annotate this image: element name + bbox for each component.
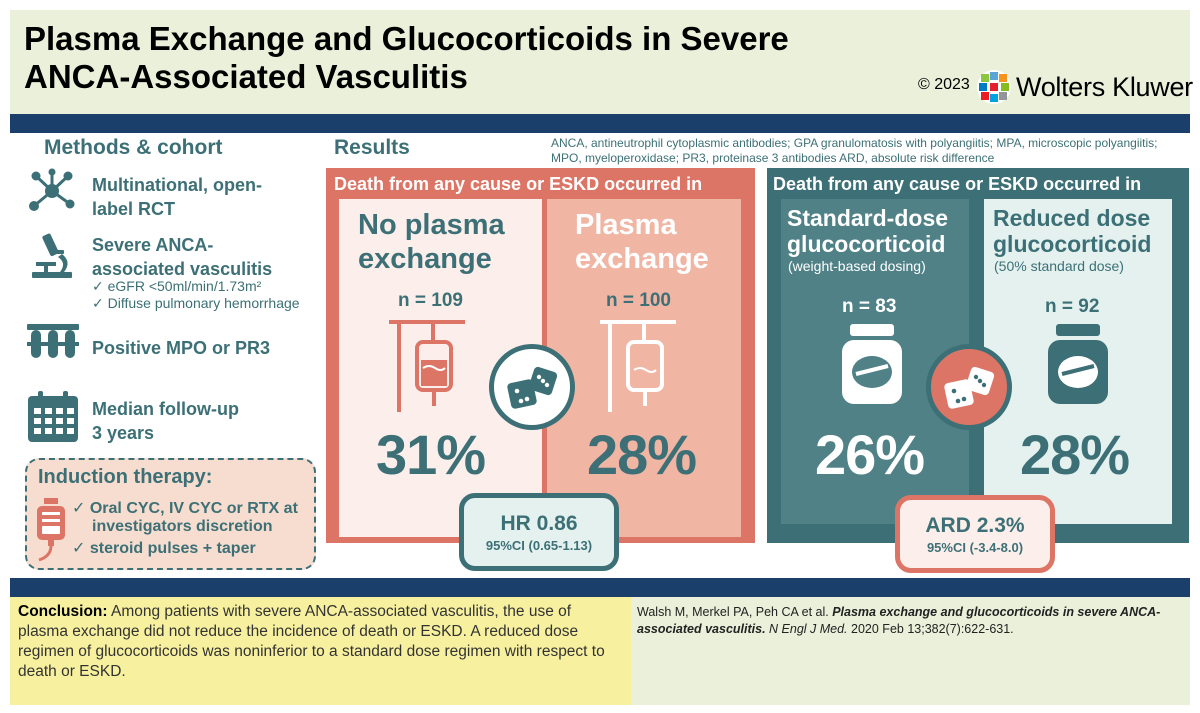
arm-pct-no-plasma: 31% [376,423,486,486]
conclusion-box [10,597,631,705]
ard-ci: 95%CI (-3.4-8.0) [926,540,1024,555]
title-line-2: ANCA-Associated Vasculitis [24,58,468,95]
copyright: © 2023 [918,76,970,93]
induction-therapy-box [25,458,316,570]
hazard-ratio-box: HR 0.86 95%CI (0.65-1.13) [459,493,619,571]
microscope-icon [32,233,72,278]
arm-n-standard: n = 83 [842,296,897,317]
top-divider-bar [10,114,1190,133]
methods-heading: Methods & cohort [44,136,223,159]
iv-drip-icon [389,320,465,412]
induction-line-3: ✓ steroid pulses + taper [72,540,256,557]
calendar-icon [28,391,78,442]
iv-bag-icon [37,498,65,562]
ard-value: ARD 2.3% [925,514,1025,537]
pill-bottle-icon [842,324,902,404]
citation-details: 2020 Feb 13;382(7):622-631. [851,622,1014,636]
hazard-ratio-value: HR 0.86 [500,512,578,535]
arm-label-plasma: Plasma exchange [575,209,709,275]
title-line-1: Plasma Exchange and Glucocorticoids in S… [24,20,789,57]
arm-label-no-plasma: No plasma exchange [358,209,505,275]
criteria-egfr: ✓ eGFR <50ml/min/1.73m² [92,278,262,294]
wolters-kluwer-logo-icon [977,70,1011,104]
pill-bottle-icon [1048,324,1108,404]
conclusion-text: Conclusion: Among patients with severe A… [18,602,624,682]
gluco-panel-header: Death from any cause or ESKD occurred in [773,174,1142,194]
induction-line-1: ✓ Oral CYC, IV CYC or RTX at [72,500,298,517]
bottom-divider-bar [10,578,1190,597]
citation: Walsh M, Merkel PA, Peh CA et al. Plasma… [637,604,1182,638]
method-item-rct: Multinational, open- label RCT [92,175,262,219]
population-criteria: ✓ eGFR <50ml/min/1.73m² ✓ Diffuse pulmon… [92,278,300,312]
arm-sub-reduced: (50% standard dose) [994,258,1124,274]
dice-icon [944,366,995,409]
arm-sub-standard: (weight-based dosing) [788,258,926,274]
dice-icon [507,366,558,409]
molecule-network-icon [29,168,75,211]
iv-drip-icon [600,320,676,412]
arm-pct-reduced: 28% [1020,423,1130,486]
arm-n-plasma: n = 100 [606,290,671,311]
randomization-circle [489,344,575,430]
arm-pct-standard: 26% [815,423,925,486]
criteria-hemorrhage: ✓ Diffuse pulmonary hemorrhage [92,295,300,311]
arm-n-reduced: n = 92 [1045,296,1100,317]
publisher-name: Wolters Kluwer [1016,72,1193,102]
arm-pct-plasma: 28% [587,423,697,486]
method-item-antibody: Positive MPO or PR3 [92,338,271,358]
citation-box [631,597,1190,705]
induction-line-2: investigators discretion [92,518,273,535]
arm-n-no-plasma: n = 109 [398,290,463,311]
method-item-population: Severe ANCA- associated vasculitis [92,235,273,279]
citation-authors: Walsh M, Merkel PA, Peh CA et al. [637,605,829,619]
randomization-circle [926,344,1012,430]
arm-label-reduced: Reduced dose glucocorticoid [993,205,1152,257]
test-tubes-icon [27,324,79,358]
conclusion-label: Conclusion: [18,603,108,620]
arm-label-standard: Standard-dose glucocorticoid [787,205,949,257]
citation-journal: N Engl J Med. [769,622,848,636]
conclusion-body: Among patients with severe ANCA-associat… [18,603,605,680]
induction-heading: Induction therapy: [38,466,213,488]
hazard-ratio-ci: 95%CI (0.65-1.13) [485,538,593,553]
absolute-risk-difference-box: ARD 2.3% 95%CI (-3.4-8.0) [895,495,1055,573]
method-item-followup: Median follow-up 3 years [92,399,239,443]
page-title: Plasma Exchange and Glucocorticoids in S… [24,20,904,96]
results-heading: Results [334,136,410,159]
abbreviations-note: ANCA, antineutrophil cytoplasmic antibod… [551,136,1158,165]
plasma-panel-header: Death from any cause or ESKD occurred in [334,174,703,194]
citation-title: Plasma exchange and glucocorticoids in s… [637,605,1161,636]
